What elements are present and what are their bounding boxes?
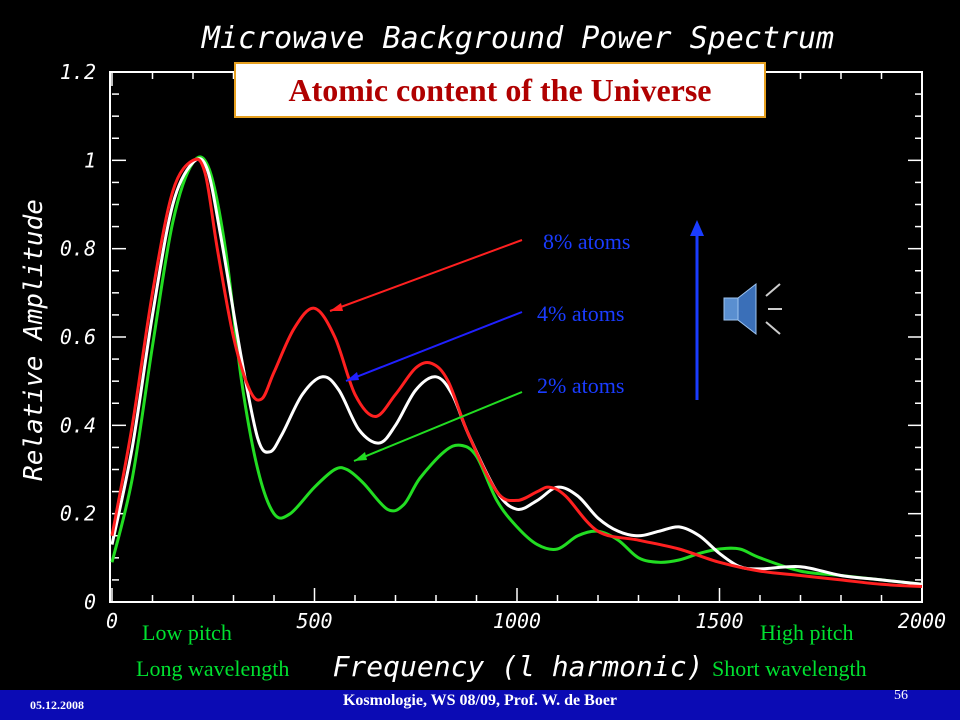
low-pitch-label: Low pitch: [142, 620, 232, 645]
y-tick-label: 0.4: [60, 413, 96, 437]
up-arrow-icon: [690, 220, 704, 400]
pointer-8pct: [329, 239, 523, 312]
overlay-title-box: Atomic content of the Universe: [234, 62, 766, 118]
x-tick-label: 500: [296, 609, 332, 633]
short-wavelength-label: Short wavelength: [712, 656, 867, 681]
x-tick-label: 2000: [898, 609, 946, 633]
y-tick-label: 0.2: [60, 502, 96, 526]
y-tick-label: 0: [84, 590, 96, 614]
legend-label-2pct: 2% atoms: [537, 373, 625, 398]
pointer-4pct-head: [346, 372, 359, 381]
legend-label-8pct: 8% atoms: [543, 229, 631, 254]
y-tick-label: 0.8: [60, 237, 96, 261]
chart-title: Microwave Background Power Spectrum: [201, 21, 834, 56]
power-spectrum-chart: Microwave Background Power Spectrum 0 500…: [19, 21, 946, 683]
y-tick-label: 1.2: [60, 60, 96, 84]
pointer-4pct: [345, 311, 523, 382]
pointer-8pct-head: [330, 303, 343, 311]
plot-frame: [109, 71, 923, 603]
series-4pct-atoms: [110, 157, 923, 586]
long-wavelength-label: Long wavelength: [136, 656, 290, 681]
axis-ticks: [111, 71, 923, 603]
series-8pct-atoms: [110, 157, 923, 588]
legend-label-4pct: 4% atoms: [537, 301, 625, 326]
y-tick-label: 1: [84, 148, 96, 172]
x-axis-label: Frequency (l harmonic): [333, 650, 704, 683]
x-tick-label: 1500: [695, 609, 743, 633]
speaker-icon[interactable]: [723, 282, 782, 336]
footer-date: 05.12.2008: [30, 698, 84, 712]
series-2pct-atoms: [110, 155, 923, 586]
x-tick-label: 1000: [493, 609, 541, 633]
footer-course: Kosmologie, WS 08/09, Prof. W. de Boer: [342, 692, 618, 709]
x-tick-labels: 0 500 1000 1500 2000: [106, 609, 946, 633]
overlay-title: Atomic content of the Universe: [288, 71, 712, 108]
y-tick-labels: 0 0.2 0.4 0.6 0.8 1 1.2: [60, 60, 96, 614]
series-lines: [110, 155, 923, 588]
x-tick-label: 0: [106, 609, 118, 633]
pointer-2pct: [353, 391, 523, 462]
page-number: 56: [894, 688, 908, 703]
y-axis-label: Relative Amplitude: [19, 199, 49, 481]
high-pitch-label: High pitch: [760, 620, 854, 645]
y-tick-label: 0.6: [60, 325, 96, 349]
footer-bar: 05.12.2008 Kosmologie, WS 08/09, Prof. W…: [0, 688, 960, 720]
pointer-2pct-head: [354, 452, 367, 461]
